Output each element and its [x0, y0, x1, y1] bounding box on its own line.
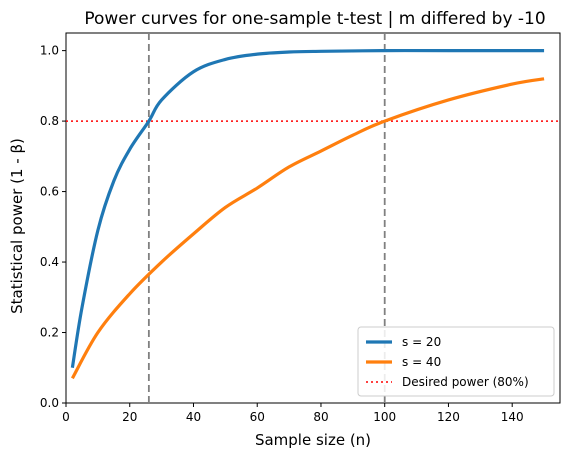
chart-title: Power curves for one-sample t-test | m d… [84, 9, 545, 29]
x-axis-ticks: 0 20 40 60 80 100 120 140 [62, 403, 524, 424]
series-line-2 [70, 77, 545, 380]
x-tick-label: 0 [62, 410, 70, 424]
y-axis-label: Statistical power (1 - β) [8, 138, 26, 314]
legend-box [357, 326, 555, 397]
x-tick-label: 140 [501, 410, 524, 424]
legend: s = 20 s = 40 Desired power (80%) [357, 326, 555, 397]
x-tick-label: 80 [313, 410, 328, 424]
x-tick-label: 20 [122, 410, 137, 424]
legend-label: s = 20 [402, 335, 441, 349]
legend-label: s = 40 [402, 355, 441, 369]
series-line-1 [70, 48, 545, 369]
series-lines [70, 48, 545, 380]
y-tick-label: 0.6 [40, 185, 59, 199]
y-tick-label: 1.0 [40, 44, 59, 58]
x-tick-label: 120 [437, 410, 460, 424]
y-axis-ticks: 0.0 0.2 0.4 0.6 0.8 1.0 [40, 44, 66, 410]
legend-label: Desired power (80%) [402, 375, 529, 389]
x-tick-label: 100 [373, 410, 396, 424]
y-tick-label: 0.8 [40, 114, 59, 128]
plot-area: 0 20 40 60 80 100 120 140 0.0 0.2 0.4 0.6 0.8 1.0 [40, 32, 561, 424]
x-axis-label: Sample size (n) [255, 431, 371, 449]
y-tick-label: 0.0 [40, 396, 59, 410]
x-tick-label: 60 [250, 410, 265, 424]
x-tick-label: 40 [186, 410, 201, 424]
y-tick-label: 0.4 [40, 255, 59, 269]
y-tick-label: 0.2 [40, 326, 59, 340]
plot-frame [65, 32, 561, 404]
